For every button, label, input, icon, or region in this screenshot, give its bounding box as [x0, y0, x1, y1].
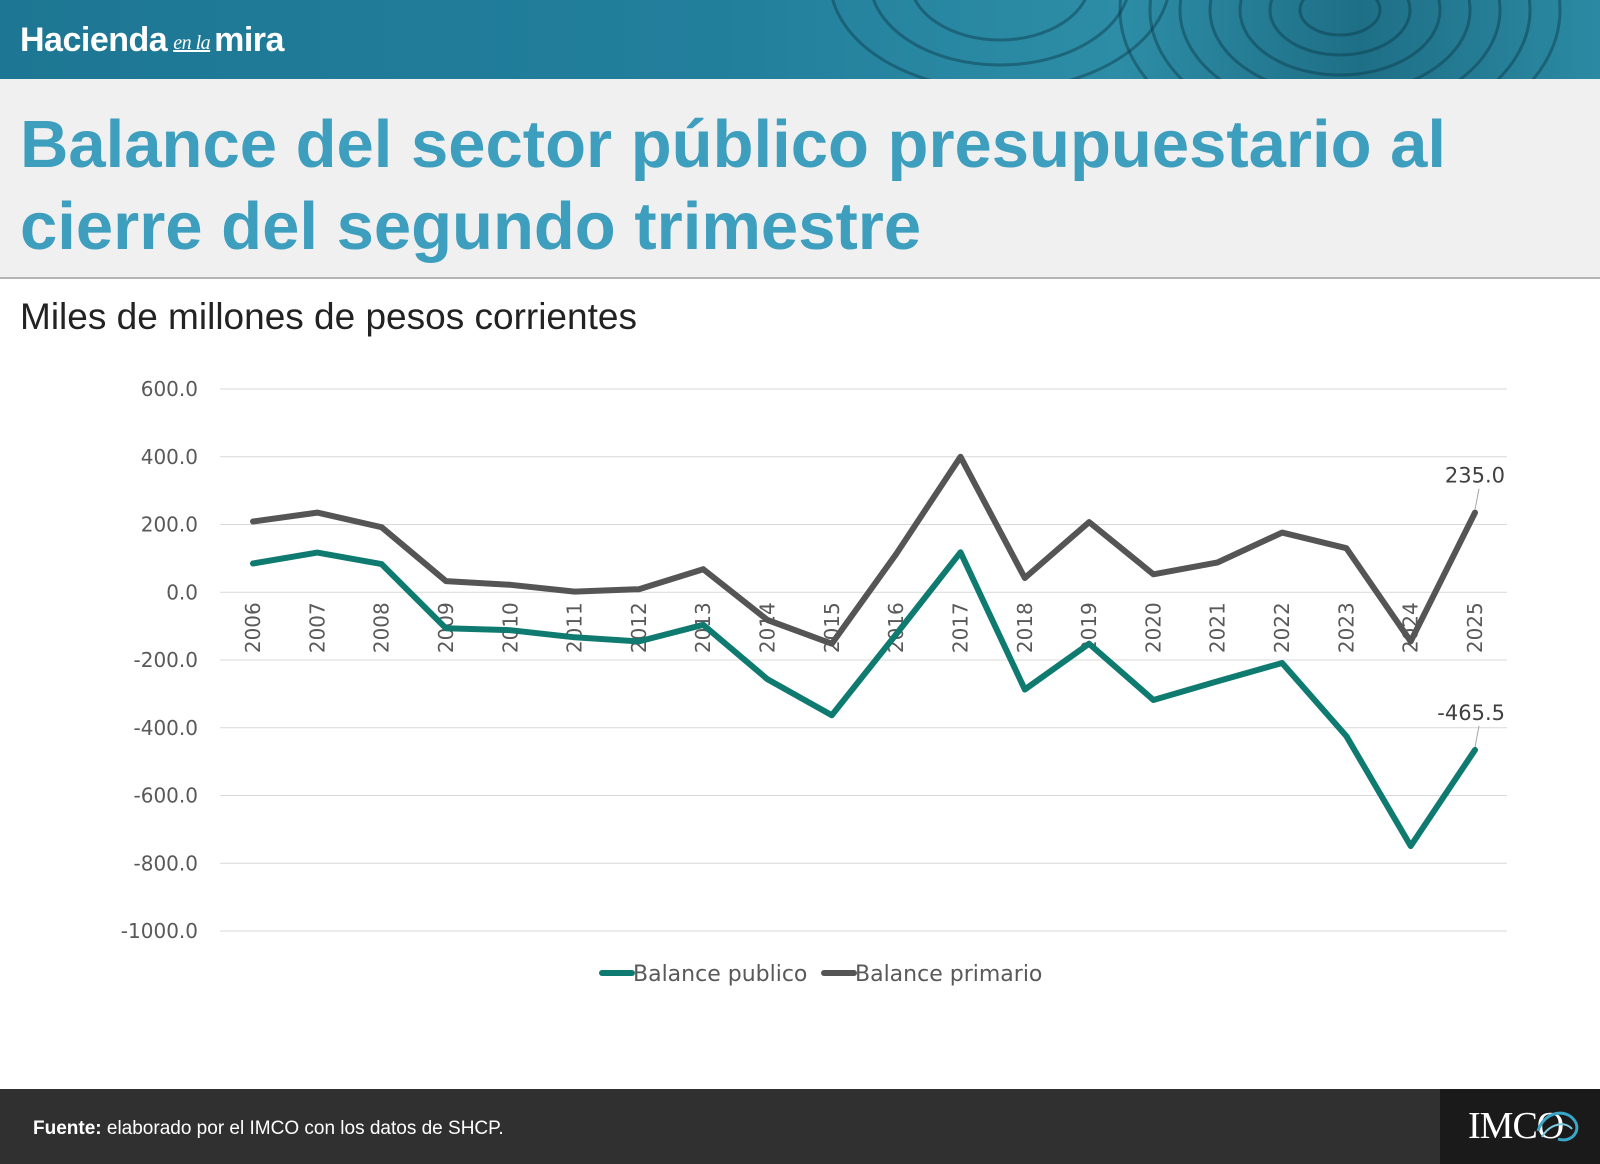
x-tick-label: 2011	[563, 602, 587, 653]
brand-logo: Hacienda en la mira	[20, 21, 284, 59]
data-point	[702, 624, 704, 626]
footer: Fuente: elaborado por el IMCO con los da…	[0, 1089, 1600, 1164]
data-point	[509, 584, 511, 586]
data-point	[252, 520, 254, 522]
x-tick-label: 2017	[948, 602, 972, 653]
y-tick-label: -400.0	[134, 716, 198, 740]
data-point	[767, 619, 769, 621]
data-point	[445, 627, 447, 629]
x-tick-label: 2020	[1141, 602, 1165, 653]
data-point	[1088, 521, 1090, 523]
data-point	[1217, 561, 1219, 563]
data-point	[831, 714, 833, 716]
data-label: 235.0	[1445, 464, 1505, 488]
data-point	[316, 552, 318, 554]
data-point	[895, 633, 897, 635]
x-tick-label: 2022	[1270, 602, 1294, 653]
data-point	[1152, 573, 1154, 575]
series-line	[250, 549, 1478, 849]
data-point	[959, 456, 961, 458]
data-point	[1410, 640, 1412, 642]
legend-label: Balance primario	[855, 962, 1042, 987]
chart-subtitle: Miles de millones de pesos corrientes	[20, 296, 637, 337]
data-label: -465.5	[1437, 701, 1505, 725]
logo-text: IMCO	[1468, 1105, 1564, 1147]
y-tick-label: -600.0	[134, 784, 198, 808]
data-point	[1474, 512, 1476, 514]
y-tick-label: -1000.0	[121, 919, 198, 943]
data-point	[381, 563, 383, 565]
data-point	[638, 588, 640, 590]
data-point	[895, 553, 897, 555]
data-point	[959, 551, 961, 553]
data-point	[831, 643, 833, 645]
data-point	[1281, 532, 1283, 534]
data-point	[574, 591, 576, 593]
swirl-icon	[1536, 1111, 1579, 1142]
data-point	[767, 678, 769, 680]
data-point	[1410, 845, 1412, 847]
source-note: Fuente: elaborado por el IMCO con los da…	[33, 1118, 504, 1139]
data-point	[1217, 680, 1219, 682]
data-point	[1152, 699, 1154, 701]
x-tick-label: 2021	[1206, 602, 1230, 653]
data-point	[702, 568, 704, 570]
data-point	[381, 526, 383, 528]
data-point	[1345, 735, 1347, 737]
x-tick-label: 2008	[370, 602, 394, 653]
fingerprint-texture	[831, 0, 1562, 79]
title-band: Balance del sector público presupuestari…	[0, 79, 1600, 279]
leader-line	[1474, 488, 1480, 510]
page-title: Balance del sector público presupuestari…	[20, 107, 1447, 264]
data-point	[1281, 662, 1283, 664]
data-point	[1474, 749, 1476, 751]
y-tick-label: 0.0	[166, 580, 198, 604]
data-point	[252, 562, 254, 564]
y-tick-label: -800.0	[134, 851, 198, 875]
x-tick-label: 2025	[1463, 602, 1487, 653]
leader-line	[1474, 725, 1480, 748]
header-banner: Hacienda en la mira	[0, 0, 1600, 79]
data-point	[1088, 643, 1090, 645]
data-point	[574, 636, 576, 638]
x-tick-label: 2006	[241, 602, 265, 653]
y-tick-label: -200.0	[134, 648, 198, 672]
y-tick-label: 400.0	[141, 445, 198, 469]
data-point	[316, 512, 318, 514]
imco-logo: IMCO	[1440, 1089, 1600, 1164]
x-tick-label: 2018	[1013, 602, 1037, 653]
data-point	[445, 580, 447, 582]
y-tick-label: 600.0	[141, 377, 198, 401]
x-tick-label: 2012	[627, 602, 651, 653]
data-point	[1024, 688, 1026, 690]
data-point	[638, 640, 640, 642]
line-chart: 600.0 400.0 200.0 0.0 -200.0 -400.0 -600.0 -800…	[121, 377, 1507, 987]
y-tick-label: 200.0	[141, 513, 198, 537]
x-tick-label: 2023	[1334, 602, 1358, 653]
data-point	[509, 629, 511, 631]
data-point	[1345, 547, 1347, 549]
legend-label: Balance publico	[633, 962, 807, 987]
series-line	[250, 453, 1478, 647]
x-tick-label: 2007	[305, 602, 329, 653]
data-point	[1024, 577, 1026, 579]
